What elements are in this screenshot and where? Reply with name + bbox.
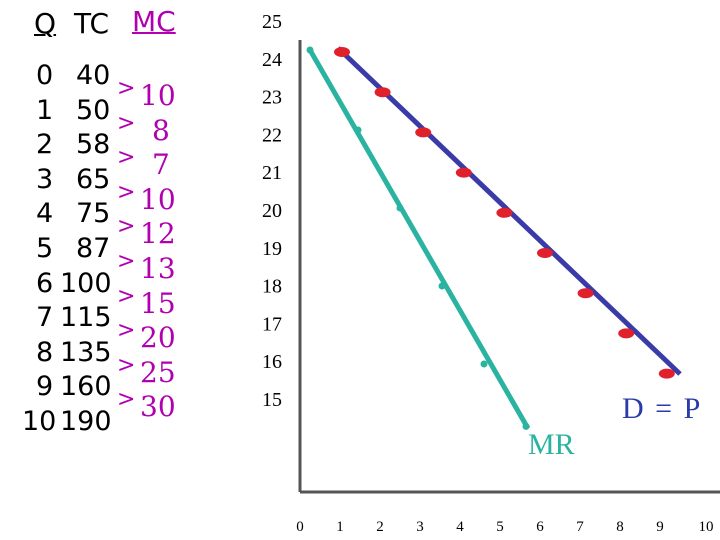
mc-arrow: > — [117, 387, 136, 413]
mc-arrow: > — [117, 145, 136, 171]
tc-value: 75 — [76, 198, 111, 230]
q-value: 6 — [36, 267, 54, 299]
demand-label: D = P — [622, 392, 703, 425]
x-tick-label: 9 — [656, 519, 664, 535]
mr-point — [306, 46, 314, 54]
mc-value: 7 — [152, 148, 170, 182]
tc-value: 100 — [60, 267, 112, 299]
mc-value: 15 — [140, 286, 176, 320]
mr-point — [480, 360, 488, 368]
mr-label: MR — [528, 428, 575, 461]
mc-value: 12 — [140, 217, 176, 251]
mc-arrow: > — [117, 110, 136, 136]
q-value: 2 — [36, 129, 54, 161]
q-value: 1 — [36, 94, 54, 126]
mc-arrow: > — [117, 318, 136, 344]
tc-value: 65 — [76, 163, 111, 195]
tc-value: 40 — [76, 60, 111, 91]
q-value: 7 — [36, 302, 54, 334]
demand-point — [577, 288, 594, 299]
mr-point — [396, 204, 404, 212]
x-tick-label: 2 — [376, 519, 384, 535]
y-tick-label: 15 — [262, 389, 282, 411]
y-tick-label: 22 — [262, 124, 282, 146]
y-tick-label: 17 — [262, 313, 282, 335]
tc-value: 50 — [76, 94, 111, 126]
x-tick-label: 1 — [336, 519, 344, 535]
mc-arrow: > — [117, 283, 136, 309]
demand-point — [415, 127, 432, 138]
mc-value: 13 — [140, 252, 176, 285]
mr-point — [438, 282, 446, 290]
tc-value: 160 — [60, 371, 112, 403]
y-tick-label: 25 — [262, 11, 282, 33]
header-q: Q — [34, 7, 57, 40]
y-tick-label: 24 — [262, 49, 282, 71]
mc-arrow: > — [117, 249, 136, 274]
mc-value: 25 — [140, 355, 176, 389]
mc-value: 10 — [140, 182, 176, 216]
tc-value: 190 — [60, 406, 112, 437]
x-tick-label: 6 — [536, 519, 544, 535]
mc-value: 30 — [140, 390, 176, 424]
demand-point — [537, 248, 553, 258]
x-tick-label: 3 — [416, 519, 424, 535]
mr-point — [522, 422, 530, 430]
mc-arrow: > — [117, 76, 136, 101]
x-tick-label: 0 — [296, 519, 304, 535]
y-tick-label: 18 — [262, 276, 282, 298]
x-tick-label: 4 — [456, 519, 464, 535]
mr-line — [307, 48, 531, 430]
q-value: 3 — [36, 163, 54, 195]
q-value: 9 — [36, 371, 54, 403]
q-value: 8 — [36, 336, 54, 368]
header-mc: MC — [132, 5, 176, 38]
mc-arrow: > — [117, 179, 136, 205]
tc-value: 135 — [60, 336, 112, 368]
y-tick-label: 20 — [262, 200, 282, 222]
header-tc: TC — [74, 7, 110, 40]
x-tick-label: 8 — [616, 519, 624, 535]
demand-point — [658, 368, 675, 379]
demand-point — [374, 87, 391, 98]
demand-point — [618, 328, 635, 339]
mc-arrow: > — [117, 352, 136, 378]
q-value: 5 — [36, 233, 54, 264]
tc-value: 87 — [76, 233, 111, 264]
x-tick-label: 7 — [576, 519, 584, 535]
tc-value: 58 — [76, 129, 111, 161]
mc-value: 10 — [140, 79, 176, 112]
mc-value: 20 — [140, 321, 176, 355]
x-tick-label: 5 — [496, 519, 504, 535]
y-tick-label: 16 — [262, 351, 282, 373]
demand-point — [334, 47, 350, 57]
q-value: 4 — [36, 198, 54, 230]
demand-point — [455, 167, 472, 178]
demand-point — [496, 207, 513, 218]
y-tick-label: 21 — [262, 162, 282, 184]
mc-value: 8 — [152, 113, 170, 147]
y-tick-label: 23 — [262, 87, 282, 109]
q-value: 0 — [36, 60, 54, 91]
x-tick-label: 10 — [699, 519, 714, 535]
mr-point — [354, 126, 362, 134]
q-value: 10 — [22, 406, 57, 437]
y-tick-label: 19 — [262, 238, 282, 260]
mc-arrow: > — [117, 214, 136, 240]
tc-value: 115 — [60, 302, 112, 334]
